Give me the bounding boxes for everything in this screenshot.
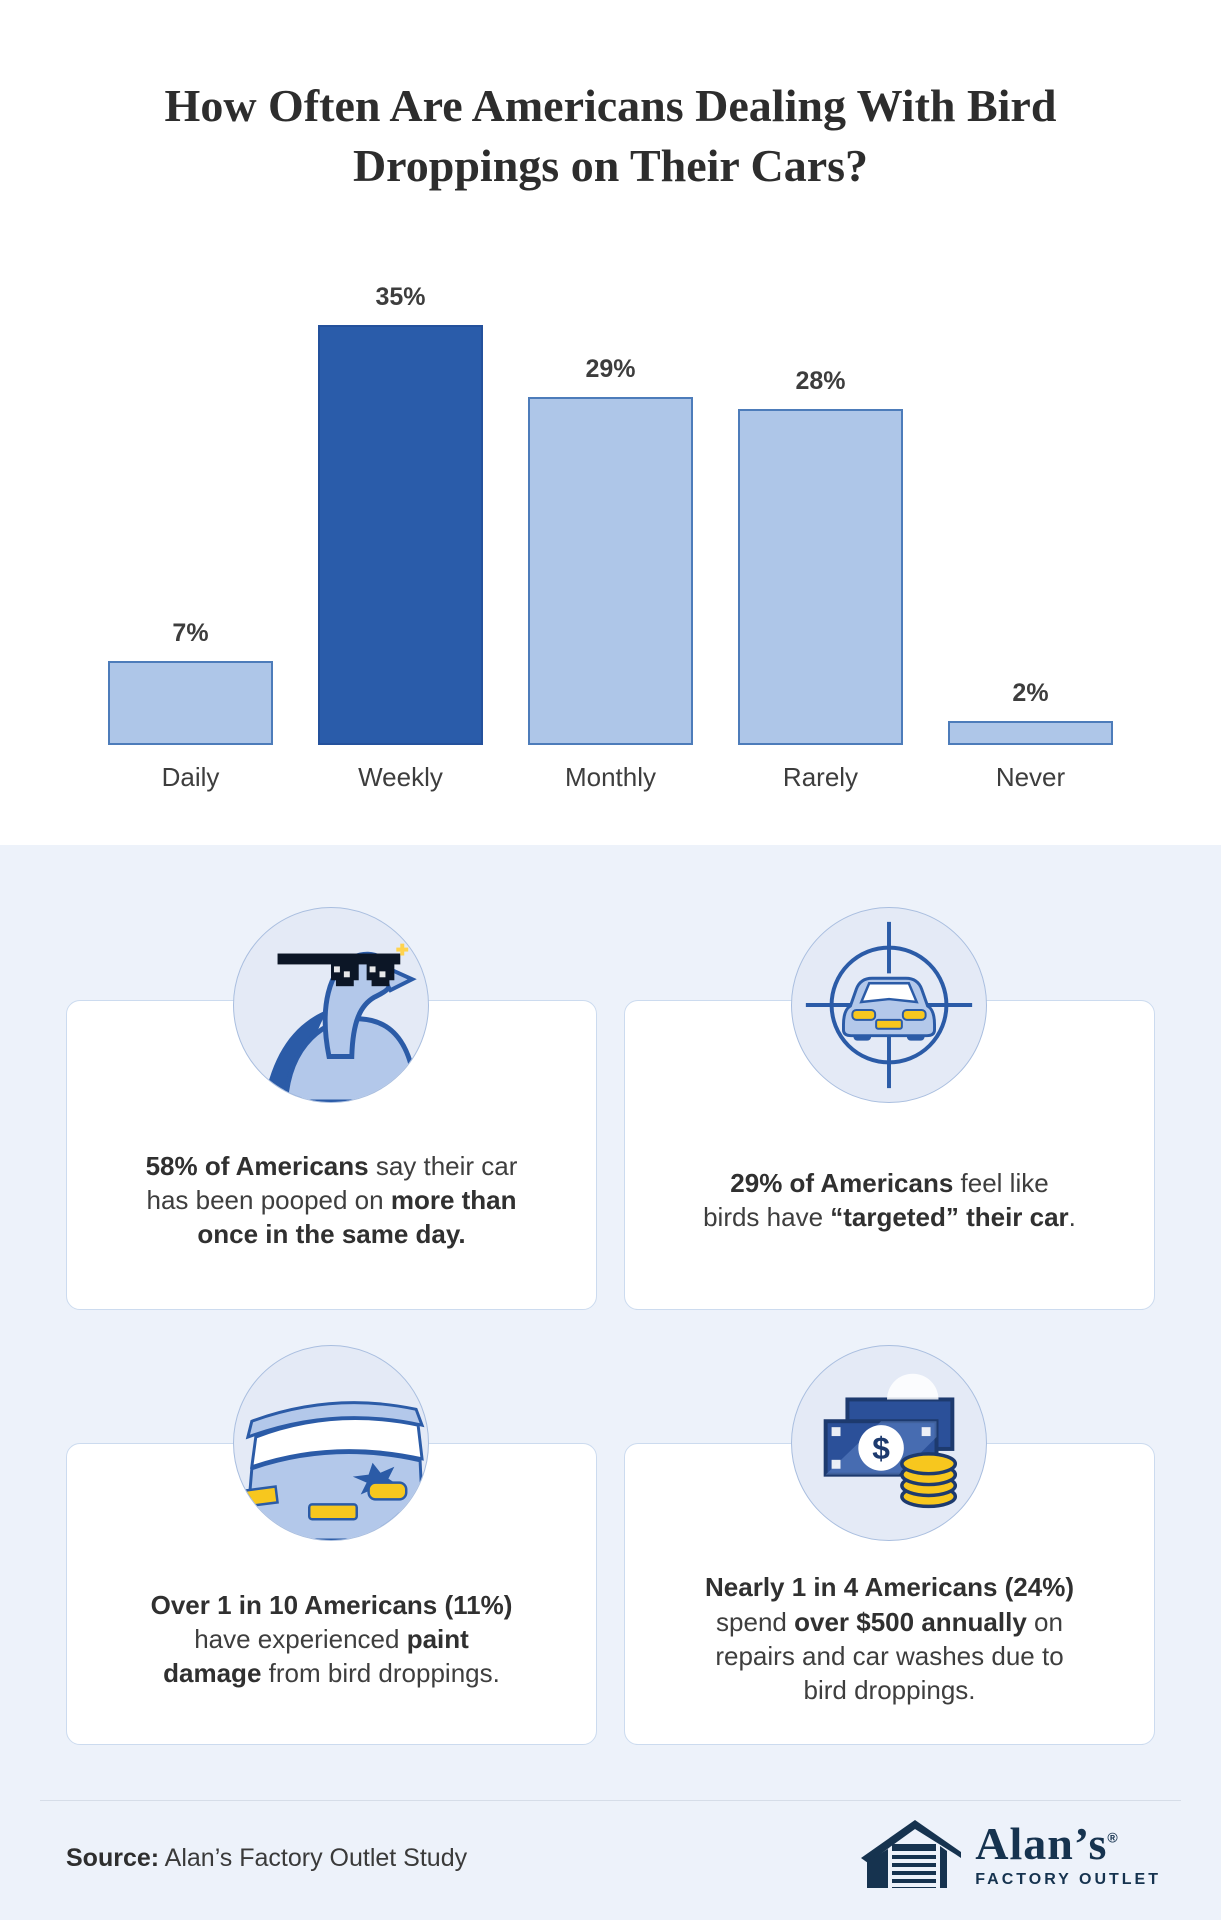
bar-chart: 7% 35% 29% 28% 2% xyxy=(108,0,1113,745)
bar-value-label: 7% xyxy=(172,619,209,647)
bar-monthly xyxy=(528,397,693,745)
bar-value-label: 28% xyxy=(795,367,846,395)
bar-column-never: 2% xyxy=(948,679,1113,745)
car-target-icon xyxy=(791,907,987,1103)
page-title: How Often Are Americans Dealing With Bir… xyxy=(0,76,1221,196)
bar-column-monthly: 29% xyxy=(528,355,693,745)
stat-card-paint-damage: Over 1 in 10 Americans (11%) have experi… xyxy=(66,1443,597,1745)
alans-factory-outlet-logo: Alan’s® FACTORY OUTLET xyxy=(861,1812,1161,1897)
car-paint-damage-icon xyxy=(233,1345,429,1541)
category-label-daily: Daily xyxy=(161,762,220,792)
logo-name: Alan’s® xyxy=(975,1818,1119,1869)
logo-subtitle: FACTORY OUTLET xyxy=(975,1871,1161,1888)
bar-value-label: 2% xyxy=(1012,679,1049,707)
bar-daily xyxy=(108,661,273,745)
footer-divider xyxy=(40,1800,1181,1801)
stat-card-text: 58% of Americans say their car has been … xyxy=(145,1150,518,1250)
stat-card-text: Nearly 1 in 4 Americans (24%) spend over… xyxy=(705,1572,1074,1706)
bar-never xyxy=(948,721,1113,745)
bar-column-weekly: 35% xyxy=(318,283,483,745)
category-label-weekly: Weekly xyxy=(358,762,443,792)
source-note: Source: Alan’s Factory Outlet Study xyxy=(66,1844,467,1873)
money-icon: $ xyxy=(791,1345,987,1541)
page-title-text: How Often Are Americans Dealing With Bir… xyxy=(164,80,1057,191)
source-text: Alan’s Factory Outlet Study xyxy=(159,1844,468,1872)
garage-icon xyxy=(861,1812,962,1897)
category-labels: Daily Weekly Monthly Rarely Never xyxy=(108,762,1113,793)
bar-column-daily: 7% xyxy=(108,619,273,745)
category-label-rarely: Rarely xyxy=(782,762,859,792)
category-label-never: Never xyxy=(995,762,1066,792)
logo-text: Alan’s® FACTORY OUTLET xyxy=(975,1821,1161,1888)
pigeon-sunglasses-icon xyxy=(233,907,429,1103)
source-label: Source: xyxy=(66,1844,160,1872)
bar-column-rarely: 28% xyxy=(738,367,903,745)
bar-rarely xyxy=(738,409,903,745)
bar-value-label: 35% xyxy=(375,283,426,311)
bar-weekly xyxy=(318,325,483,745)
registered-mark: ® xyxy=(1107,1829,1119,1846)
bar-value-label: 29% xyxy=(585,355,636,383)
stat-card-text: 29% of Americans feel like birds have “t… xyxy=(703,1167,1076,1232)
category-label-monthly: Monthly xyxy=(564,762,657,792)
svg-text:$: $ xyxy=(872,1430,890,1466)
stat-card-text: Over 1 in 10 Americans (11%) have experi… xyxy=(150,1589,513,1689)
